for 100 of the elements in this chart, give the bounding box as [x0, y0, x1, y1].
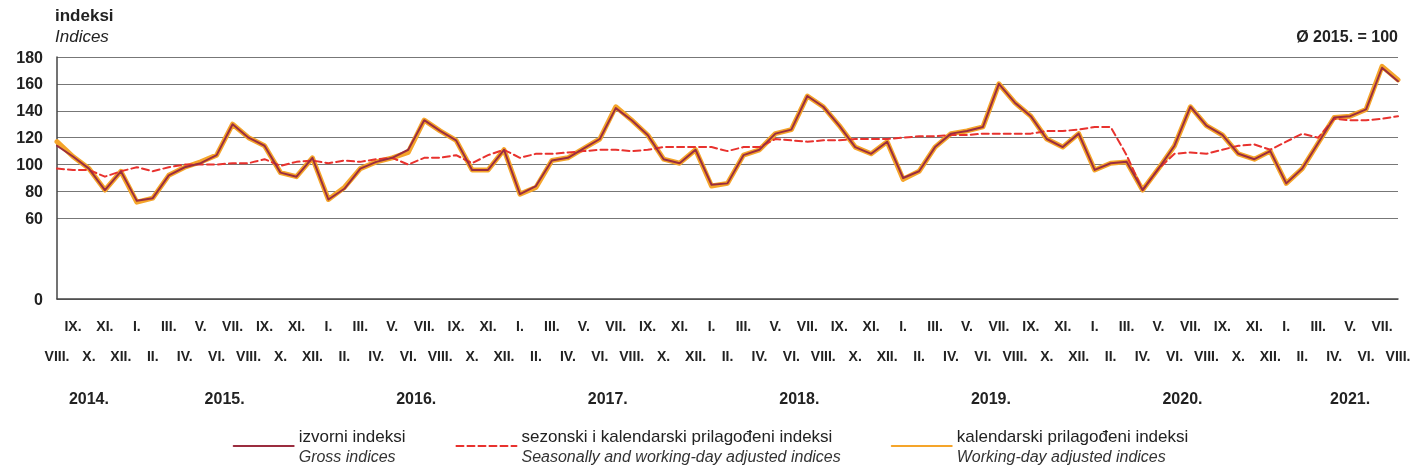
x-tick-label: V. — [577, 318, 590, 334]
x-tick-label: VIII. — [1193, 348, 1219, 364]
x-tick-label: V. — [1344, 318, 1357, 334]
x-tick-label: II. — [1296, 348, 1309, 364]
x-tick-label: VIII. — [236, 348, 262, 364]
text: Ø 2015. = 100 — [1296, 27, 1399, 45]
x-tick-label: V. — [769, 318, 782, 334]
x-tick-label: II. — [721, 348, 734, 364]
y-tick-label: 140 — [16, 102, 44, 120]
x-tick-label: X. — [273, 348, 288, 364]
x-tick-label: X. — [82, 348, 96, 364]
x-tick-label: XI. — [96, 318, 114, 334]
text: 2014. — [68, 389, 109, 407]
x-tick-label: IX. — [830, 318, 848, 334]
y-tick-label: 80 — [25, 182, 44, 200]
y-tick-label: 160 — [16, 75, 44, 93]
x-tick-label: VII. — [222, 318, 244, 334]
x-tick-label: XII. — [1259, 348, 1281, 364]
x-tick-label: VII. — [1179, 318, 1201, 334]
x-tick-label: IV. — [1326, 348, 1343, 364]
x-tick-label: VI. — [974, 348, 992, 364]
text: 2021. — [1330, 389, 1371, 407]
x-tick-label: VI. — [782, 348, 800, 364]
x-tick-label: I. — [516, 318, 524, 334]
x-tick-label: III. — [160, 318, 177, 334]
x-tick-label: III. — [735, 318, 752, 334]
y-tick-label: 60 — [25, 209, 44, 227]
x-tick-label: VII. — [988, 318, 1010, 334]
x-tick-label: XII. — [301, 348, 323, 364]
x-tick-label: IX. — [447, 318, 465, 334]
x-tick-label: VII. — [796, 318, 818, 334]
text: 2018. — [779, 389, 820, 407]
x-tick-label: III. — [352, 318, 369, 334]
x-tick-label: VII. — [1371, 318, 1393, 334]
x-tick-label: IV. — [1134, 348, 1151, 364]
legend-label: izvorni indeksi Gross indices — [298, 426, 406, 465]
x-tick-label: I. — [324, 318, 333, 334]
x-tick-label: XI. — [479, 318, 497, 334]
x-tick-label: V. — [1152, 318, 1165, 334]
x-tick-label: XI. — [1054, 318, 1072, 334]
x-tick-label: XI. — [862, 318, 880, 334]
y-tick-label: 180 — [16, 48, 44, 66]
x-tick-label: VIII. — [619, 348, 645, 364]
x-tick-label: XII. — [493, 348, 515, 364]
x-tick-label: VI. — [399, 348, 417, 364]
text: 2016. — [396, 389, 437, 407]
text: 2017. — [587, 389, 628, 407]
x-tick-label: II. — [530, 348, 542, 364]
text: 2019. — [970, 389, 1011, 407]
x-tick-label: IX. — [639, 318, 657, 334]
x-tick-label: IX. — [1213, 318, 1231, 334]
x-tick-label: VI. — [591, 348, 609, 364]
x-tick-label: XI. — [287, 318, 306, 334]
x-tick-label: XII. — [685, 348, 707, 364]
x-tick-label: IV. — [559, 348, 576, 364]
text: 2015. — [204, 389, 245, 407]
x-tick-label: XI. — [1245, 318, 1263, 334]
x-tick-label: XII. — [1068, 348, 1090, 364]
x-tick-label: XII. — [110, 348, 132, 364]
x-tick-label: VIII. — [44, 348, 70, 364]
x-tick-label: IV. — [368, 348, 385, 364]
x-tick-label: I. — [1282, 318, 1291, 334]
x-tick-label: V. — [386, 318, 399, 334]
x-tick-label: VIII. — [1385, 348, 1411, 364]
x-tick-label: X. — [465, 348, 479, 364]
x-tick-label: VIII. — [427, 348, 453, 364]
x-tick-label: V. — [194, 318, 207, 334]
x-tick-label: X. — [848, 348, 862, 364]
x-tick-label: XII. — [876, 348, 898, 364]
x-tick-label: II. — [146, 348, 159, 364]
x-tick-label: VIII. — [810, 348, 836, 364]
x-tick-label: IX. — [1022, 318, 1040, 334]
x-tick-label: I. — [707, 318, 716, 334]
legend-label: kalendarski prilagođeni indeksi Working-day adjusted indices — [956, 426, 1189, 465]
y-tick-label: 100 — [16, 156, 44, 174]
text: 2020. — [1162, 389, 1203, 407]
x-tick-label: IV. — [176, 348, 193, 364]
y-tick-label: 120 — [16, 129, 44, 147]
x-tick-label: X. — [657, 348, 671, 364]
x-tick-label: III. — [927, 318, 943, 334]
x-tick-label: V. — [960, 318, 973, 334]
x-tick-label: IV. — [751, 348, 768, 364]
x-tick-label: I. — [899, 318, 907, 334]
x-tick-label: X. — [1231, 348, 1245, 364]
x-tick-label: VI. — [208, 348, 226, 364]
x-tick-label: VII. — [605, 318, 627, 334]
x-tick-label: VII. — [413, 318, 435, 334]
x-tick-label: VI. — [1165, 348, 1184, 364]
y-axis-title: indeksi Indices — [55, 6, 114, 46]
x-tick-label: II. — [338, 348, 351, 364]
x-tick-label: I. — [132, 318, 141, 334]
x-tick-label: IX. — [64, 318, 82, 334]
x-tick-label: I. — [1090, 318, 1099, 334]
x-tick-label: III. — [544, 318, 560, 334]
y-tick-label: 0 — [34, 290, 44, 308]
x-tick-label: II. — [1104, 348, 1117, 364]
legend-label: sezonski i kalendarski prilagođeni indeksi Seasonally and working-day adjusted indices — [521, 426, 841, 465]
x-tick-label: XI. — [671, 318, 689, 334]
x-tick-label: IV. — [943, 348, 959, 364]
x-tick-label: VIII. — [1002, 348, 1028, 364]
